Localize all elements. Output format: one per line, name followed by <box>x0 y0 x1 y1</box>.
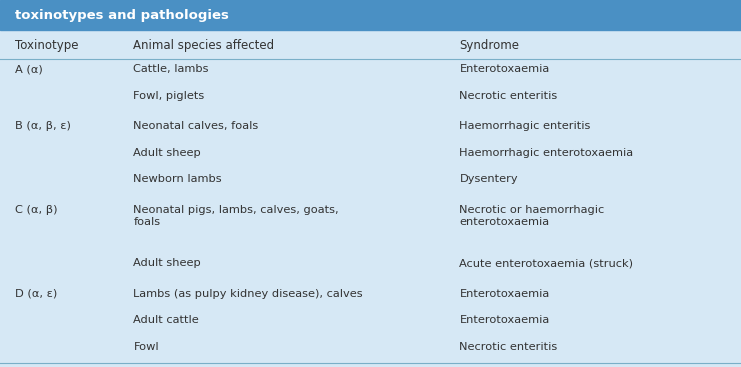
Text: Lambs (as pulpy kidney disease), calves: Lambs (as pulpy kidney disease), calves <box>133 289 363 299</box>
Text: C (α, β): C (α, β) <box>15 205 57 215</box>
Text: Necrotic enteritis: Necrotic enteritis <box>459 91 558 101</box>
Text: Cattle, lambs: Cattle, lambs <box>133 64 209 74</box>
Text: toxinotypes and pathologies: toxinotypes and pathologies <box>15 8 229 22</box>
Text: Syndrome: Syndrome <box>459 39 519 51</box>
Text: Enterotoxaemia: Enterotoxaemia <box>459 315 550 325</box>
Text: Fowl, piglets: Fowl, piglets <box>133 91 205 101</box>
Text: Dysentery: Dysentery <box>459 174 518 184</box>
Text: Newborn lambs: Newborn lambs <box>133 174 222 184</box>
Text: Enterotoxaemia: Enterotoxaemia <box>459 64 550 74</box>
Text: Necrotic or haemorrhagic
enterotoxaemia: Necrotic or haemorrhagic enterotoxaemia <box>459 205 605 227</box>
Text: Haemorrhagic enteritis: Haemorrhagic enteritis <box>459 121 591 131</box>
Bar <box>0 0 741 30</box>
Text: Necrotic enteritis: Necrotic enteritis <box>459 342 558 352</box>
Text: Adult sheep: Adult sheep <box>133 258 201 268</box>
Text: Enterotoxaemia: Enterotoxaemia <box>459 289 550 299</box>
Text: Acute enterotoxaemia (struck): Acute enterotoxaemia (struck) <box>459 258 634 268</box>
Text: B (α, β, ε): B (α, β, ε) <box>15 121 70 131</box>
Text: Fowl: Fowl <box>133 342 159 352</box>
Text: Adult cattle: Adult cattle <box>133 315 199 325</box>
Text: Adult sheep: Adult sheep <box>133 148 201 158</box>
Text: Neonatal pigs, lambs, calves, goats,
foals: Neonatal pigs, lambs, calves, goats, foa… <box>133 205 339 227</box>
Text: A (α): A (α) <box>15 64 42 74</box>
Text: Animal species affected: Animal species affected <box>133 39 274 51</box>
Text: Haemorrhagic enterotoxaemia: Haemorrhagic enterotoxaemia <box>459 148 634 158</box>
Text: D (α, ε): D (α, ε) <box>15 289 57 299</box>
Text: Neonatal calves, foals: Neonatal calves, foals <box>133 121 259 131</box>
Text: Toxinotype: Toxinotype <box>15 39 79 51</box>
